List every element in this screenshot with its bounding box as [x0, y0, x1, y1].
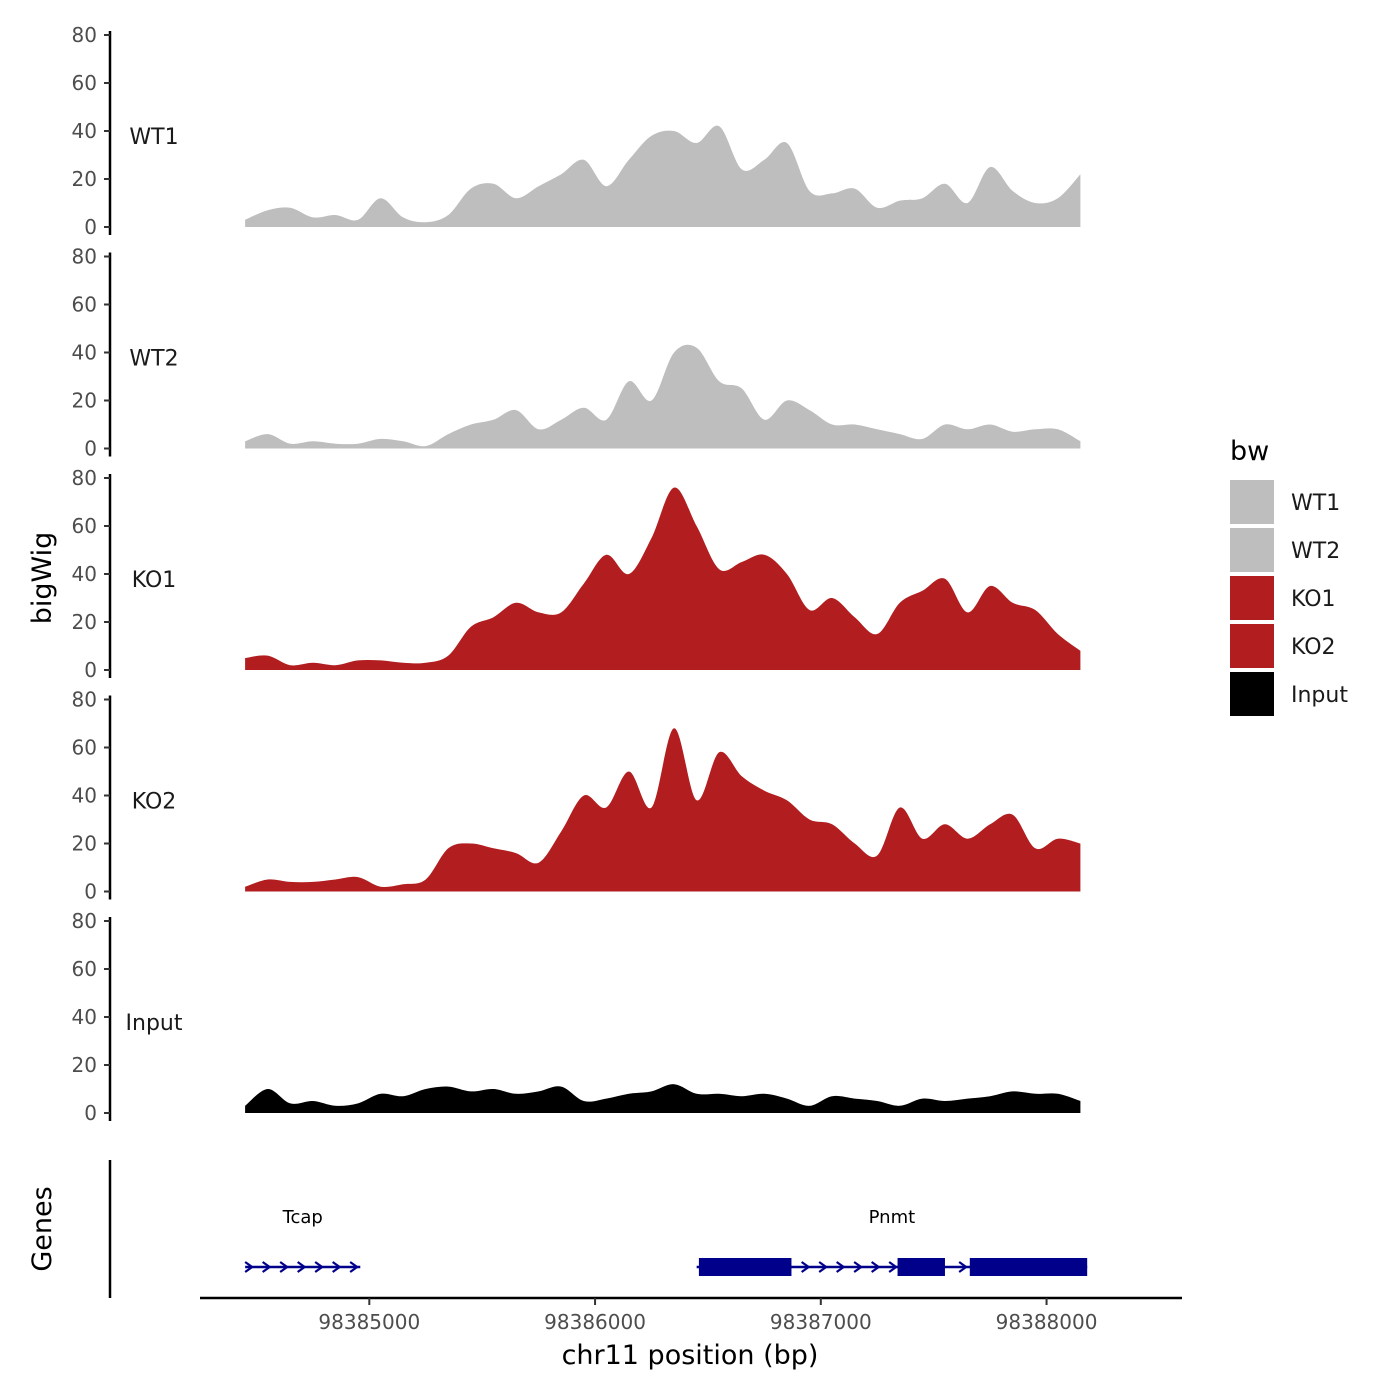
legend-swatch-input [1230, 672, 1274, 716]
strand-chevron [818, 1261, 829, 1273]
y-tick-label-wt2-80: 80 [72, 245, 97, 269]
y-tick-label-input-0: 0 [84, 1101, 97, 1125]
track-label-input: Input [126, 1011, 183, 1036]
strand-chevron [314, 1261, 325, 1273]
y-tick-label-wt1-60: 60 [72, 71, 97, 95]
y-tick-label-ko1-80: 80 [72, 466, 97, 490]
legend-label-ko1: KO1 [1291, 587, 1336, 612]
strand-chevron [853, 1261, 864, 1273]
gene-label-pnmt: Pnmt [869, 1207, 916, 1228]
x-axis-title: chr11 position (bp) [562, 1340, 819, 1371]
y-tick-label-ko1-60: 60 [72, 514, 97, 538]
y-tick-label-ko1-20: 20 [72, 610, 97, 634]
signal-tracks: 0 20 40 60 80 WT1 0 20 40 60 80 WT2 0 20 40 60 80 KO1 0 20 4… [72, 23, 1081, 1125]
y-tick-label-input-20: 20 [72, 1053, 97, 1077]
y-tick-label-ko2-80: 80 [72, 688, 97, 712]
strand-chevron [297, 1261, 307, 1273]
y-tick-label-ko1-0: 0 [84, 658, 97, 682]
strand-chevron [332, 1261, 342, 1273]
y-tick-label-wt1-40: 40 [72, 119, 97, 143]
strand-chevron [871, 1261, 881, 1273]
strand-chevron [349, 1261, 360, 1273]
strand-chevron [836, 1261, 846, 1273]
legend-swatch-ko1 [1230, 576, 1274, 620]
y-tick-label-ko2-20: 20 [72, 832, 97, 856]
y-tick-label-ko2-40: 40 [72, 784, 97, 808]
gene-track-title: Genes [27, 1186, 58, 1271]
strand-chevron [279, 1261, 290, 1273]
y-tick-label-ko2-0: 0 [84, 880, 97, 904]
x-axis: 98385000 98386000 98387000 98388000 [200, 1296, 1182, 1334]
y-tick-label-wt2-20: 20 [72, 389, 97, 413]
track-label-wt1: WT1 [129, 125, 178, 150]
legend-title: bw [1230, 436, 1269, 467]
area-ko1 [245, 487, 1081, 670]
gene-tcap: Tcap [244, 1207, 361, 1273]
area-wt1 [245, 125, 1081, 227]
y-tick-label-wt1-80: 80 [72, 23, 97, 47]
y-tick-label-ko1-40: 40 [72, 562, 97, 586]
y-tick-label-wt2-40: 40 [72, 341, 97, 365]
x-tick-label-98386000: 98386000 [544, 1310, 646, 1334]
track-ko2: 0 20 40 60 80 KO2 [72, 688, 1081, 904]
strand-chevron [244, 1261, 255, 1273]
exon-pnmt-4 [969, 1258, 1088, 1276]
track-ko1: 0 20 40 60 80 KO1 [72, 466, 1081, 682]
track-label-ko2: KO2 [132, 789, 177, 814]
track-wt1: 0 20 40 60 80 WT1 [72, 23, 1081, 239]
track-label-wt2: WT2 [129, 346, 178, 371]
x-tick-label-98388000: 98388000 [996, 1310, 1098, 1334]
legend-label-wt2: WT2 [1291, 539, 1340, 564]
track-input: 0 20 40 60 80 Input [72, 909, 1081, 1125]
y-tick-label-wt2-60: 60 [72, 293, 97, 317]
exon-pnmt-3 [897, 1258, 945, 1276]
exon-pnmt-2 [757, 1258, 792, 1276]
y-tick-label-ko2-60: 60 [72, 736, 97, 760]
y-tick-label-wt2-0: 0 [84, 437, 97, 461]
track-wt2: 0 20 40 60 80 WT2 [72, 245, 1081, 461]
strand-chevron [801, 1261, 811, 1273]
y-tick-label-wt1-20: 20 [72, 167, 97, 191]
gene-pnmt: Pnmt [696, 1207, 1088, 1276]
gene-label-tcap: Tcap [282, 1207, 323, 1228]
area-ko2 [245, 728, 1081, 892]
y-tick-label-input-80: 80 [72, 909, 97, 933]
area-input [245, 1084, 1081, 1113]
y-tick-label-input-60: 60 [72, 957, 97, 981]
y-axis-title: bigWig [27, 532, 58, 625]
legend-label-input: Input [1291, 683, 1348, 708]
x-tick-label-98387000: 98387000 [770, 1310, 872, 1334]
exon-pnmt-1 [698, 1258, 767, 1276]
y-tick-label-wt1-0: 0 [84, 215, 97, 239]
strand-chevron [888, 1261, 899, 1273]
area-wt2 [245, 344, 1081, 449]
legend-label-wt1: WT1 [1291, 491, 1340, 516]
x-tick-label-98385000: 98385000 [318, 1310, 420, 1334]
legend-swatch-wt1 [1230, 480, 1274, 524]
track-label-ko1: KO1 [132, 568, 177, 593]
legend-swatch-wt2 [1230, 528, 1274, 572]
legend: bw WT1 WT2 KO1 KO2 Input [1230, 436, 1348, 716]
strand-chevron [958, 1261, 969, 1273]
strand-chevron [262, 1261, 272, 1273]
legend-label-ko2: KO2 [1291, 635, 1336, 660]
legend-swatch-ko2 [1230, 624, 1274, 668]
y-tick-label-input-40: 40 [72, 1005, 97, 1029]
gene-track: Genes Tcap Pnmt [27, 1160, 1088, 1298]
